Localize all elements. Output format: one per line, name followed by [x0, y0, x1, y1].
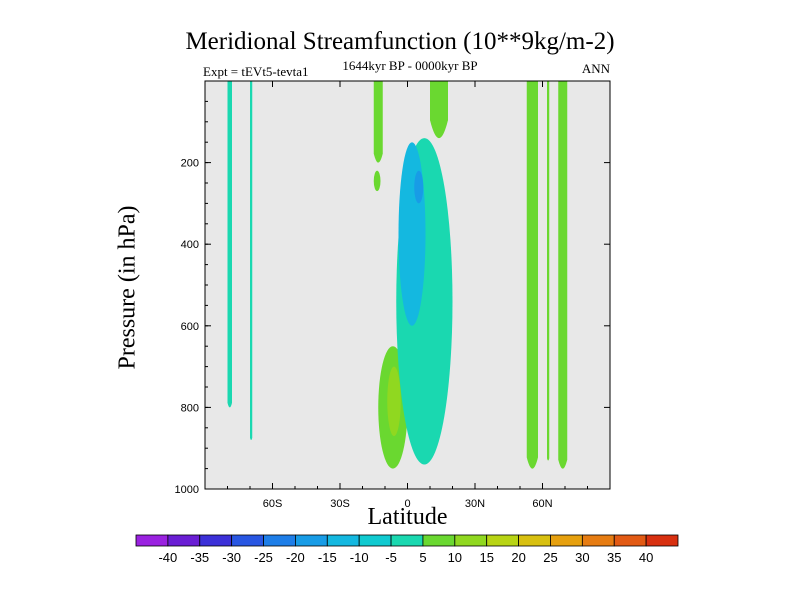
colorbar-swatch	[358, 534, 392, 547]
y-tick-label: 400	[181, 239, 199, 251]
contour-region-2	[373, 81, 383, 163]
colorbar: -40 -35 -30 -25 -20 -15 -10 -5 5 10 15 20 25 30 35 40	[135, 534, 679, 565]
contour-region-3	[373, 170, 381, 192]
colorbar-label: -25	[254, 550, 273, 565]
colorbar-label: -20	[286, 550, 305, 565]
colorbar-label: -10	[350, 550, 369, 565]
x-tick-label: 30N	[465, 498, 485, 510]
x-tick-label: 30S	[330, 498, 350, 510]
y-tick-label: 600	[181, 321, 199, 333]
colorbar-swatch	[613, 534, 647, 547]
colorbar-swatch	[326, 534, 360, 547]
contour-region-7	[398, 142, 426, 326]
colorbar-label: 40	[639, 550, 653, 565]
colorbar-label: 20	[511, 550, 525, 565]
season-label: ANN	[581, 61, 610, 76]
x-tick-label: 60S	[263, 498, 283, 510]
colorbar-swatch	[231, 534, 264, 547]
contour-region-8	[414, 170, 424, 204]
colorbar-label: 15	[479, 550, 493, 565]
colorbar-label: -5	[385, 550, 397, 565]
colorbar-label: -40	[158, 550, 177, 565]
colorbar-label: 35	[607, 550, 621, 565]
colorbar-swatch	[135, 534, 169, 547]
colorbar-swatch	[422, 534, 456, 547]
colorbar-label: 25	[543, 550, 557, 565]
colorbar-swatch	[199, 534, 233, 547]
chart-title: Meridional Streamfunction (10**9kg/m-2)	[185, 28, 615, 55]
colorbar-swatch	[454, 534, 488, 547]
colorbar-swatch	[581, 534, 615, 547]
colorbar-label: -30	[222, 550, 241, 565]
colorbar-label: -35	[190, 550, 209, 565]
colorbar-swatch	[550, 534, 583, 547]
colorbar-swatch	[486, 534, 519, 547]
contour-region-0	[227, 81, 232, 408]
colorbar-swatch	[390, 534, 424, 547]
time-range-label: 1644kyr BP - 0000kyr BP	[342, 58, 478, 73]
colorbar-swatch	[295, 534, 328, 547]
contour-region-12	[558, 81, 568, 469]
x-tick-label: 60N	[532, 498, 552, 510]
contour-region-11	[547, 81, 550, 461]
y-tick-label: 800	[181, 402, 199, 414]
contour-regions	[227, 81, 568, 469]
colorbar-swatch	[167, 534, 201, 547]
x-tick-label: 0	[404, 498, 410, 510]
contour-region-9	[430, 81, 448, 139]
colorbar-swatch	[263, 534, 296, 547]
colorbar-label: 5	[419, 550, 426, 565]
colorbar-swatch	[518, 534, 551, 547]
y-tick-label: 1000	[175, 484, 199, 496]
contour-region-5	[387, 366, 401, 436]
x-axis-label: Latitude	[367, 504, 448, 530]
contour-region-1	[250, 81, 253, 441]
y-tick-label: 200	[181, 158, 199, 170]
colorbar-swatch	[645, 534, 679, 547]
contour-region-10	[526, 81, 538, 469]
experiment-label: Expt = tEVt5-tevta1	[203, 64, 309, 79]
colorbar-label: -15	[318, 550, 337, 565]
colorbar-label: 10	[448, 550, 462, 565]
colorbar-label: 30	[575, 550, 589, 565]
x-axis: 60S 30S 0 30N 60N	[204, 81, 611, 510]
y-axis: 200 400 600 800 1000	[175, 80, 610, 496]
